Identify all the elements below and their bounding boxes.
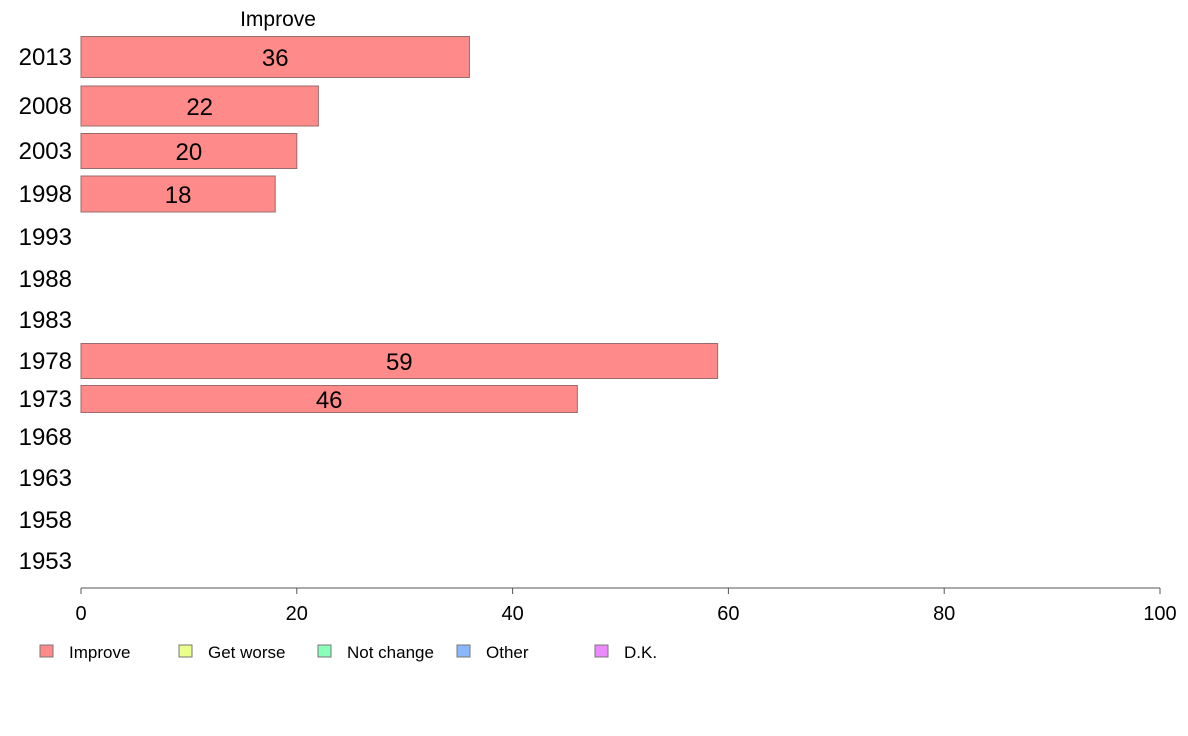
legend-swatch (317, 644, 332, 658)
year-label: 1963 (19, 465, 72, 492)
legend-swatch (39, 644, 54, 658)
x-axis: 0 20 40 60 80 100 (75, 587, 1177, 625)
bar (80, 36, 470, 78)
legend-swatch (178, 644, 193, 658)
year-label: 2013 (19, 44, 72, 71)
year-label: 2003 (19, 138, 72, 165)
legend-label: Other (486, 643, 529, 662)
year-label: 1973 (19, 386, 72, 413)
year-label: 1983 (19, 307, 72, 334)
year-label: 1968 (19, 424, 72, 451)
legend-swatch (456, 644, 471, 658)
bar (80, 385, 578, 413)
bar (80, 85, 319, 127)
bar (80, 133, 298, 169)
bar-value-label: 18 (165, 182, 192, 209)
bars-layer: 36 22 20 18 59 46 (80, 36, 719, 414)
legend-swatch (594, 644, 609, 658)
bar-value-label: 20 (176, 139, 203, 166)
legend-label: Get worse (208, 643, 285, 662)
bar-value-label: 46 (316, 387, 343, 414)
x-tick-label: 40 (501, 603, 523, 625)
bar (80, 175, 276, 213)
panel-title: Improve (240, 8, 316, 31)
bar-value-label: 22 (186, 94, 213, 121)
x-tick-label: 80 (933, 603, 955, 625)
legend: Improve Get worse Not change Other D.K. (39, 643, 657, 662)
x-tick-label: 60 (717, 603, 739, 625)
bar-value-label: 59 (386, 349, 413, 376)
x-tick-label: 20 (286, 603, 308, 625)
x-tick-label: 0 (75, 603, 86, 625)
year-label: 1958 (19, 507, 72, 534)
year-label: 1998 (19, 181, 72, 208)
legend-label: D.K. (624, 643, 657, 662)
x-tick-label: 100 (1143, 603, 1176, 625)
year-label: 1978 (19, 348, 72, 375)
legend-label: Improve (69, 643, 130, 662)
year-labels: 2013 2008 2003 1998 1993 1988 1983 1978 1973 1968… (19, 44, 72, 575)
year-label: 1953 (19, 548, 72, 575)
bar (80, 343, 719, 379)
year-label: 1988 (19, 266, 72, 293)
bar-value-label: 36 (262, 45, 289, 72)
year-label: 2008 (19, 93, 72, 120)
year-label: 1993 (19, 224, 72, 251)
legend-label: Not change (347, 643, 434, 662)
